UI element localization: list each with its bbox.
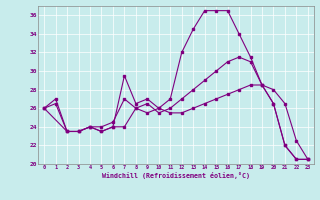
X-axis label: Windchill (Refroidissement éolien,°C): Windchill (Refroidissement éolien,°C) <box>102 172 250 179</box>
